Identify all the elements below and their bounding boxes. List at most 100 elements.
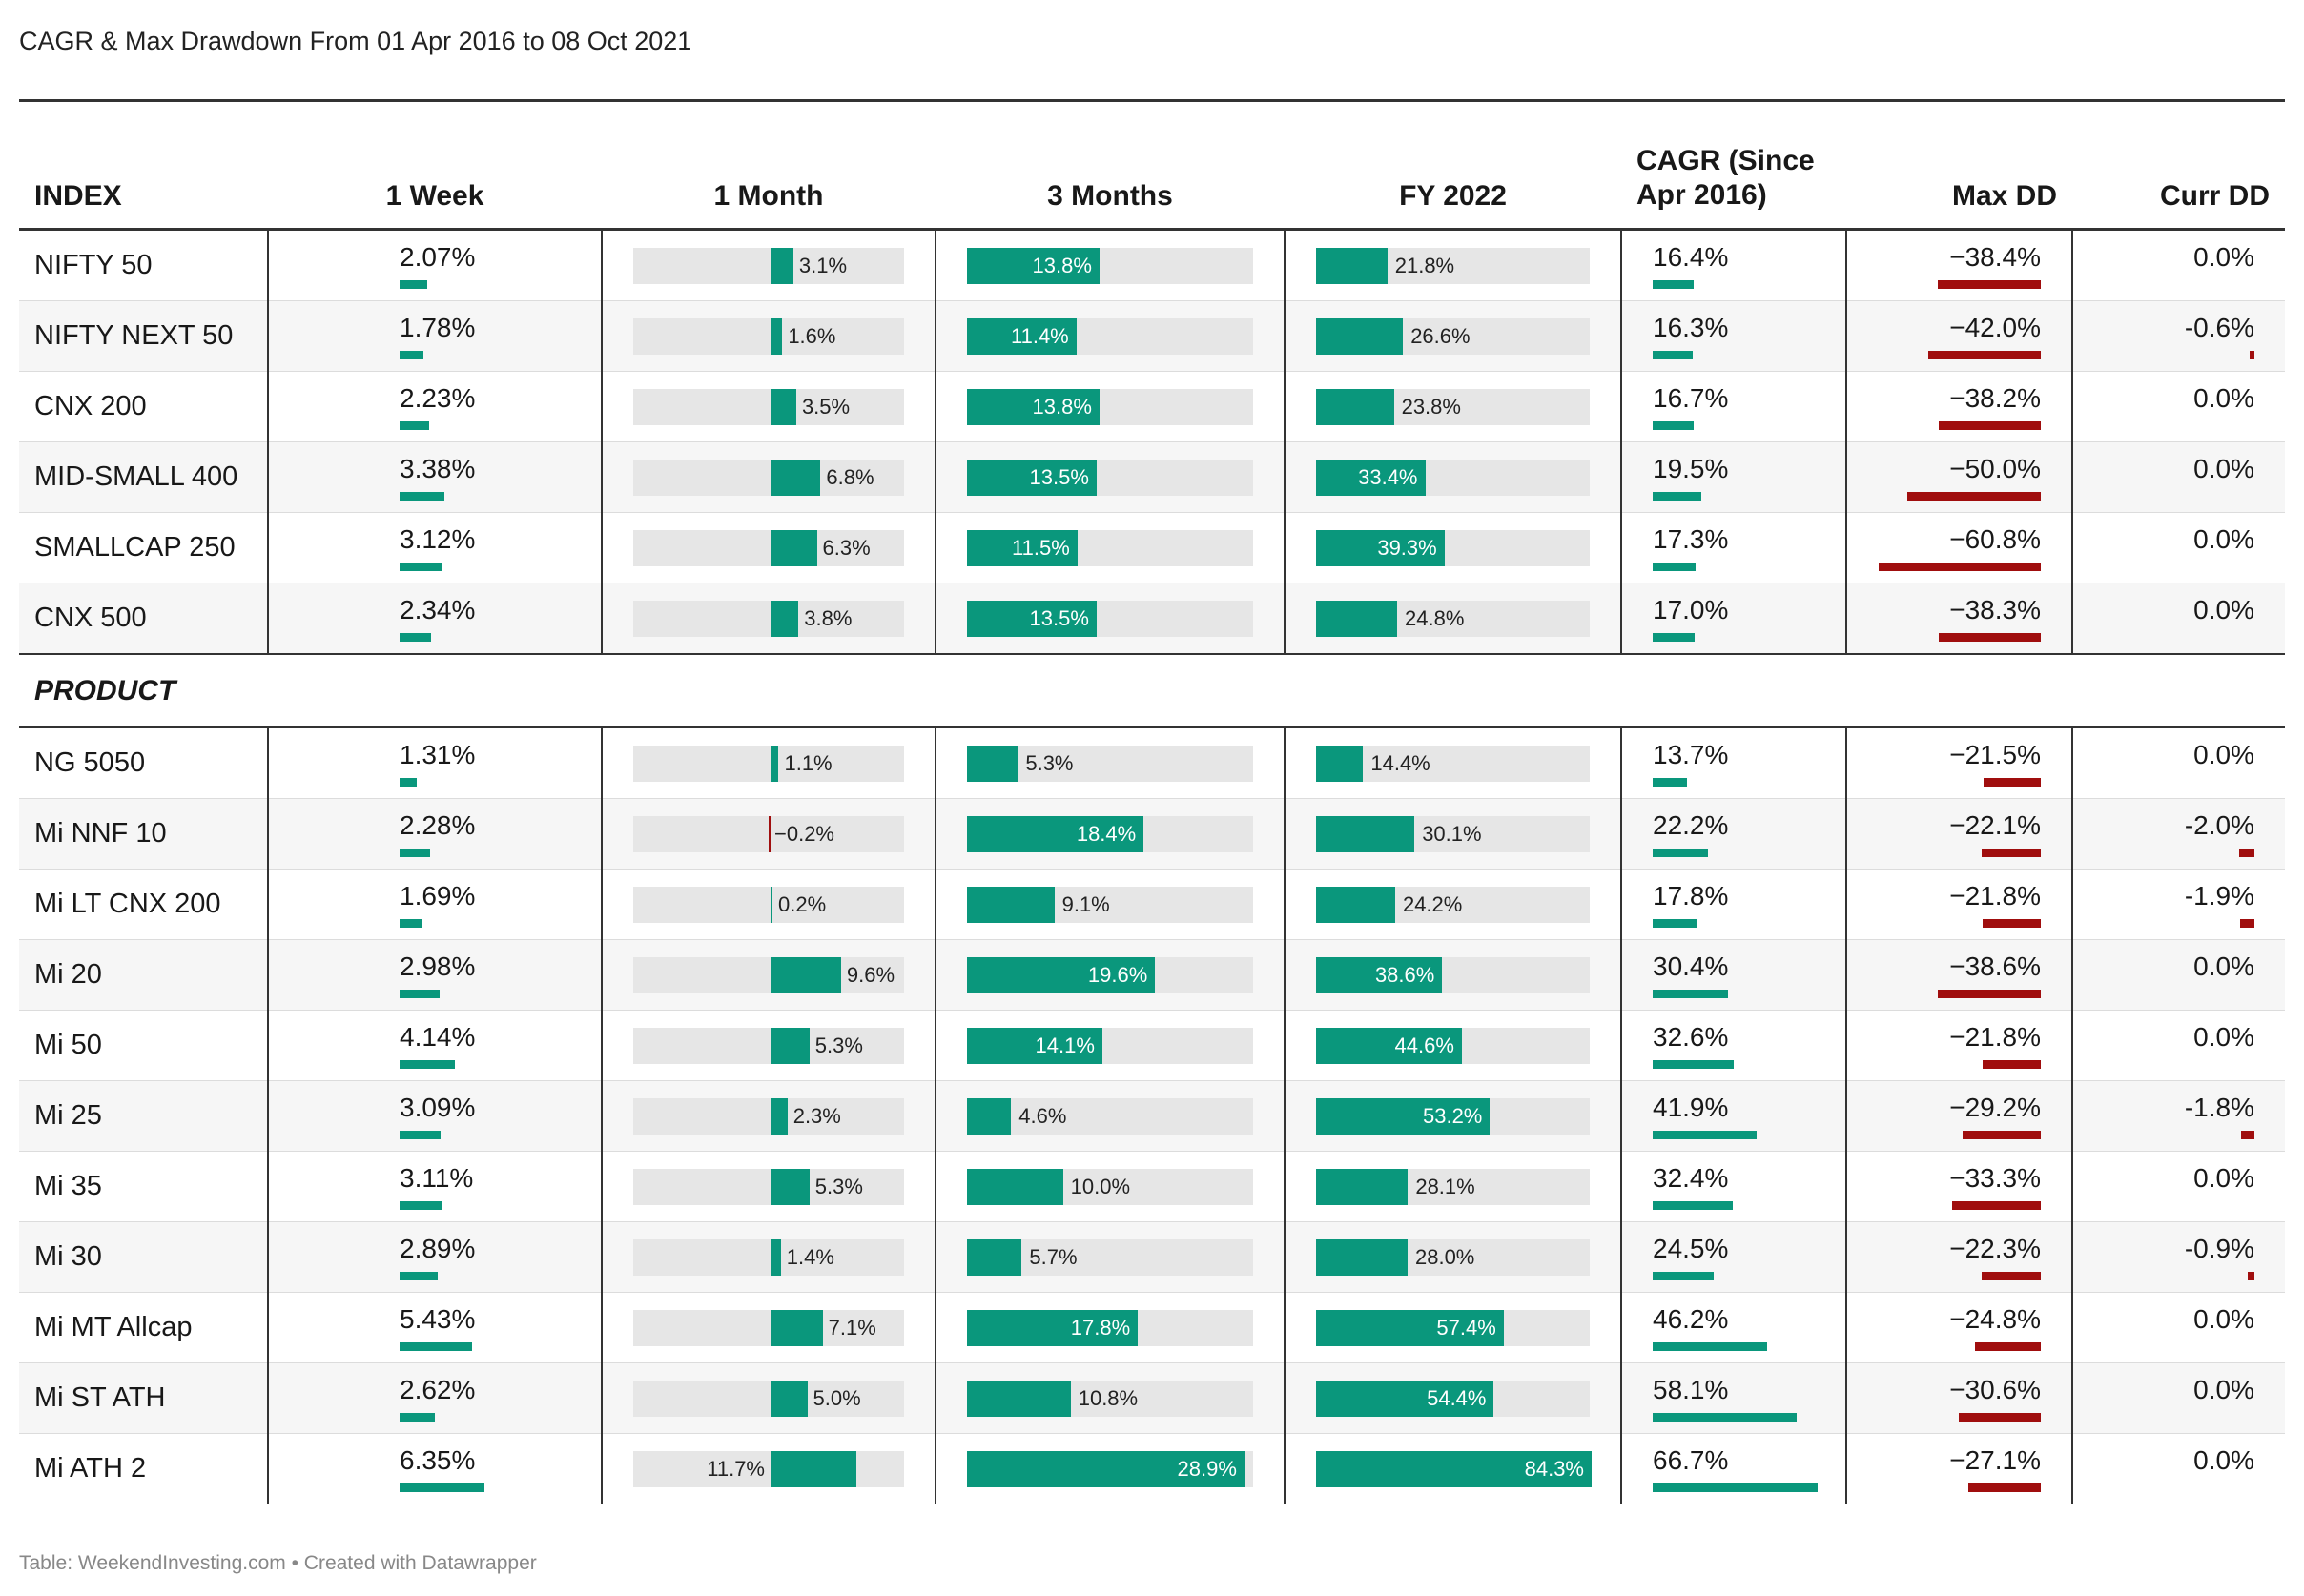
- cell-name: CNX 200: [19, 371, 268, 442]
- cell-1-week: 3.09%: [267, 1080, 602, 1152]
- curr-dd-value: 0.0%: [2193, 1304, 2254, 1334]
- fy-2022-label: 38.6%: [1374, 963, 1435, 987]
- cell-1-week: 2.89%: [267, 1221, 602, 1293]
- cell-1-month: 6.3%: [601, 512, 936, 583]
- table-row: Mi 35 3.11% 5.3% 10.0% 28.1% 32.4% −33.3% 0.0%: [19, 1151, 2285, 1222]
- cell-name: Mi MT Allcap: [19, 1292, 268, 1363]
- week-bar: [400, 1272, 439, 1280]
- month-label: 3.8%: [804, 606, 853, 630]
- cell-max-dd: −21.5%: [1845, 727, 2072, 799]
- cell-3-months: 17.8%: [935, 1292, 1285, 1363]
- cell-cagr: 17.0%: [1620, 583, 1846, 655]
- month-label: 1.1%: [784, 751, 833, 775]
- fy-2022-label: 26.6%: [1410, 324, 1471, 348]
- three-months-label: 5.7%: [1029, 1245, 1078, 1269]
- three-months-label: 13.8%: [1032, 254, 1092, 277]
- curr-dd-value: 0.0%: [2193, 383, 2254, 413]
- header-row: INDEX 1 Week 1 Month 3 Months FY 2022 CA…: [19, 102, 2285, 231]
- month-track: [633, 957, 904, 993]
- cell-1-week: 2.23%: [267, 371, 602, 442]
- week-value: 3.38%: [400, 454, 476, 483]
- cell-curr-dd: 0.0%: [2071, 583, 2285, 655]
- cagr-bar: [1653, 633, 1696, 642]
- fy-2022-fill: [1316, 1451, 1592, 1487]
- cell-1-month: 2.3%: [601, 1080, 936, 1152]
- month-label: 11.7%: [707, 1457, 765, 1481]
- fy-2022-fill: [1316, 1098, 1491, 1135]
- fy-2022-fill: [1316, 1028, 1462, 1064]
- cell-3-months: 9.1%: [935, 869, 1285, 940]
- cell-1-month: −0.2%: [601, 798, 936, 870]
- cell-name: Mi 50: [19, 1010, 268, 1081]
- cagr-value: 32.6%: [1653, 1022, 1729, 1052]
- three-months-fill: [967, 1098, 1012, 1135]
- cell-name: Mi 35: [19, 1151, 268, 1222]
- cell-fy-2022: 54.4%: [1284, 1362, 1621, 1434]
- cell-curr-dd: 0.0%: [2071, 371, 2285, 442]
- cell-max-dd: −38.6%: [1845, 939, 2072, 1011]
- cell-curr-dd: -1.8%: [2071, 1080, 2285, 1152]
- cell-name: Mi LT CNX 200: [19, 869, 268, 940]
- cell-curr-dd: 0.0%: [2071, 441, 2285, 513]
- cell-1-month: 5.3%: [601, 1010, 936, 1081]
- month-track: [633, 1381, 904, 1417]
- cell-name: Mi ATH 2: [34, 1453, 147, 1483]
- cell-name: Mi 20: [19, 939, 268, 1011]
- table-row: NIFTY 50 2.07% 3.1% 13.8% 21.8% 16.4% −38.4% 0.…: [19, 229, 2285, 301]
- table-row: Mi LT CNX 200 1.69% 0.2% 9.1% 24.2% 17.8% −21.…: [19, 869, 2285, 940]
- three-months-fill: [967, 1310, 1139, 1346]
- week-bar: [400, 1131, 442, 1139]
- week-value: 5.43%: [400, 1304, 476, 1334]
- cell-3-months: 5.3%: [935, 727, 1285, 799]
- month-fill: [771, 1310, 823, 1346]
- week-bar: [400, 1413, 435, 1422]
- cell-fy-2022: 14.4%: [1284, 727, 1621, 799]
- month-label: 9.6%: [846, 963, 895, 987]
- cell-3-months: 18.4%: [935, 798, 1285, 870]
- cell-cagr: 22.2%: [1620, 798, 1846, 870]
- max-dd-value: −38.4%: [1949, 242, 2041, 272]
- three-months-fill: [967, 1169, 1063, 1205]
- cagr-bar: [1653, 1272, 1714, 1280]
- month-fill: [769, 816, 771, 852]
- col-max-dd: Max DD: [1846, 102, 2072, 231]
- max-dd-value: −38.2%: [1949, 383, 2041, 413]
- month-label: 5.0%: [813, 1386, 861, 1410]
- month-fill: [771, 1169, 810, 1205]
- cell-curr-dd: 0.0%: [2071, 1010, 2285, 1081]
- cagr-value: 32.4%: [1653, 1163, 1729, 1193]
- max-dd-bar: [1938, 280, 2041, 289]
- cell-max-dd: −33.3%: [1845, 1151, 2072, 1222]
- max-dd-value: −24.8%: [1949, 1304, 2041, 1334]
- three-months-label: 9.1%: [1061, 892, 1110, 916]
- cell-1-month: 1.1%: [601, 727, 936, 799]
- max-dd-bar: [1938, 633, 2041, 642]
- month-label: 1.4%: [786, 1245, 834, 1269]
- section-row: PRODUCT: [19, 654, 2285, 728]
- cell-name: Mi 30: [19, 1221, 268, 1293]
- cagr-value: 17.0%: [1653, 595, 1729, 624]
- month-label: 6.8%: [826, 465, 874, 489]
- three-months-label: 13.5%: [1029, 465, 1089, 489]
- cell-fy-2022: 53.2%: [1284, 1080, 1621, 1152]
- section-label: PRODUCT: [19, 654, 2285, 728]
- max-dd-bar: [1878, 563, 2041, 571]
- month-fill: [771, 746, 779, 782]
- cell-max-dd: −22.1%: [1845, 798, 2072, 870]
- cell-curr-dd: -0.6%: [2071, 300, 2285, 372]
- cagr-value: 13.7%: [1653, 740, 1729, 769]
- month-fill: [771, 318, 783, 355]
- col-3-months: 3 Months: [936, 102, 1285, 231]
- cell-3-months: 19.6%: [935, 939, 1285, 1011]
- week-bar: [400, 1201, 442, 1210]
- curr-dd-value: -0.9%: [2184, 1234, 2254, 1263]
- max-dd-bar: [1928, 351, 2041, 359]
- cell-cagr: 32.4%: [1620, 1151, 1846, 1222]
- cell-max-dd: −21.8%: [1845, 1010, 2072, 1081]
- cell-3-months: 13.8%: [935, 371, 1285, 442]
- curr-dd-value: 0.0%: [2193, 951, 2254, 981]
- cell-1-month: 5.3%: [601, 1151, 936, 1222]
- curr-dd-bar: [2247, 1272, 2254, 1280]
- three-months-fill: [967, 389, 1100, 425]
- cell-fy-2022: 33.4%: [1284, 441, 1621, 513]
